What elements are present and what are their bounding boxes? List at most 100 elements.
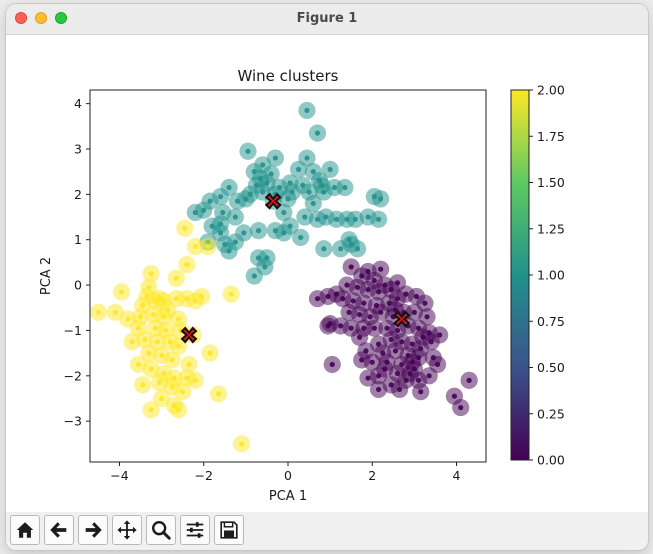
data-point-core-cluster-1	[321, 246, 327, 252]
data-point-core-cluster-1	[319, 182, 325, 188]
data-point-core-cluster-0	[426, 373, 432, 379]
chart-title: Wine clusters	[237, 67, 338, 85]
data-point-core-cluster-2	[184, 262, 190, 268]
window-title: Figure 1	[296, 11, 358, 26]
data-point-core-cluster-2	[146, 284, 152, 290]
data-point-core-cluster-0	[413, 293, 420, 300]
data-point-core-cluster-0	[418, 389, 424, 395]
data-point-core-cluster-0	[369, 359, 375, 365]
data-point-core-cluster-2	[173, 296, 179, 302]
data-point-core-cluster-0	[325, 323, 331, 329]
data-point-core-cluster-2	[142, 336, 148, 343]
data-point-core-cluster-2	[156, 380, 163, 386]
data-point-core-cluster-2	[180, 389, 186, 395]
y-tick-label: −1	[64, 323, 82, 338]
home-button[interactable]	[10, 515, 40, 545]
data-point-core-cluster-0	[361, 300, 367, 306]
minimize-window-button[interactable]	[35, 12, 47, 24]
data-point-core-cluster-2	[169, 357, 175, 363]
centroid-marker	[180, 326, 198, 344]
data-point-core-cluster-1	[262, 264, 268, 270]
y-tick-label: 2	[74, 187, 82, 202]
data-point-core-cluster-1	[192, 209, 198, 216]
data-point-core-cluster-1	[298, 234, 304, 241]
data-point-core-cluster-0	[348, 325, 354, 331]
home-icon	[16, 522, 34, 538]
pan-button[interactable]	[112, 515, 142, 545]
x-tick-label: 4	[453, 468, 461, 483]
colorbar-tick-label: 2.00	[537, 83, 565, 98]
data-point-core-cluster-2	[159, 395, 165, 402]
data-point-core-cluster-1	[226, 248, 232, 254]
configure-subplots-button[interactable]	[180, 515, 210, 545]
y-tick-label: 3	[74, 141, 82, 156]
data-point-core-cluster-1	[243, 196, 249, 202]
data-point-core-cluster-2	[165, 307, 171, 313]
data-point-core-cluster-0	[338, 323, 344, 329]
data-point-core-cluster-0	[371, 277, 377, 284]
data-point-core-cluster-1	[281, 209, 287, 216]
pan-icon	[117, 520, 137, 540]
x-tick-label: 2	[368, 468, 376, 483]
data-point-core-cluster-2	[148, 407, 154, 413]
data-point-core-cluster-1	[209, 223, 215, 229]
data-point-core-cluster-1	[304, 107, 310, 114]
data-point-core-cluster-0	[314, 296, 321, 302]
data-point-core-cluster-0	[371, 325, 377, 331]
data-point-core-cluster-0	[357, 311, 363, 318]
maximize-window-button[interactable]	[55, 12, 67, 24]
data-point-core-cluster-0	[359, 357, 365, 363]
data-point-core-cluster-0	[344, 282, 350, 288]
data-point-core-cluster-2	[175, 407, 182, 413]
back-button[interactable]	[44, 515, 74, 545]
colorbar-tick-label: 0.75	[537, 314, 565, 329]
data-point-core-cluster-2	[135, 361, 142, 368]
save-button[interactable]	[214, 515, 244, 545]
data-point-core-cluster-0	[354, 284, 361, 290]
data-point-core-cluster-0	[458, 404, 464, 411]
data-point-core-cluster-1	[232, 214, 238, 220]
x-axis-label: PCA 1	[269, 489, 307, 504]
forward-arrow-icon	[85, 522, 102, 538]
centroid-marker	[393, 310, 411, 328]
forward-button[interactable]	[78, 515, 108, 545]
figure-window: Figure 1 Wine clusters −4 −2 0 2 4 −3 −2 −1 0 1 2 3 4…	[6, 4, 648, 550]
data-point-core-cluster-2	[192, 377, 198, 383]
data-point-core-cluster-0	[451, 393, 458, 399]
data-point-core-cluster-0	[325, 293, 331, 300]
data-point-core-cluster-1	[207, 198, 213, 204]
x-tick-label: −4	[110, 468, 128, 483]
data-point-core-cluster-0	[348, 264, 354, 270]
data-point-core-cluster-2	[215, 391, 222, 397]
data-point-core-cluster-1	[255, 228, 262, 234]
data-point-core-cluster-0	[375, 373, 382, 379]
data-point-core-cluster-2	[148, 271, 154, 277]
zoom-icon	[152, 521, 171, 540]
x-tick-label: 0	[284, 468, 292, 483]
data-point-core-cluster-0	[424, 314, 430, 320]
data-point-core-cluster-1	[375, 216, 382, 222]
data-point-core-cluster-2	[140, 382, 146, 388]
data-point-core-cluster-0	[340, 296, 346, 302]
x-tick-label: −2	[195, 468, 213, 483]
data-point-core-cluster-2	[205, 243, 211, 250]
data-point-core-cluster-0	[392, 307, 399, 313]
data-point-core-cluster-0	[329, 361, 335, 368]
data-point-core-cluster-1	[245, 148, 251, 154]
back-arrow-icon	[50, 522, 67, 538]
data-point-core-cluster-0	[365, 287, 371, 293]
colorbar-tick-label: 1.75	[537, 129, 565, 144]
data-point-core-cluster-2	[118, 289, 125, 295]
close-window-button[interactable]	[15, 12, 27, 24]
data-point-core-cluster-2	[146, 350, 152, 356]
data-point-core-cluster-1	[302, 214, 308, 220]
data-point-core-cluster-0	[403, 291, 409, 297]
data-point-core-cluster-1	[338, 246, 344, 252]
data-point-core-cluster-1	[365, 214, 371, 220]
data-point-core-cluster-0	[375, 289, 382, 295]
data-point-core-cluster-2	[175, 343, 182, 349]
zoom-button[interactable]	[146, 515, 176, 545]
y-axis-label: PCA 2	[39, 257, 54, 295]
data-point-core-cluster-1	[314, 130, 321, 136]
data-point-core-cluster-2	[148, 366, 154, 372]
